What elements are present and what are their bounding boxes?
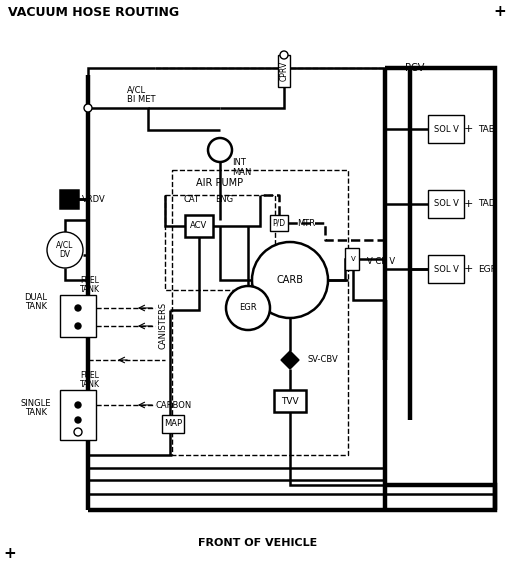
Bar	[165, 195, 275, 290]
Circle shape	[252, 242, 328, 318]
Text: PCV: PCV	[405, 63, 424, 73]
Text: DUAL
TANK: DUAL TANK	[25, 293, 47, 311]
Text: INT
MAN: INT MAN	[232, 158, 251, 177]
Circle shape	[75, 402, 81, 408]
Text: MTR: MTR	[297, 219, 315, 228]
Bar	[60, 390, 96, 440]
Text: V: V	[351, 256, 355, 262]
Bar	[270, 215, 288, 231]
Circle shape	[75, 305, 81, 311]
Bar	[428, 115, 464, 143]
Text: EGR: EGR	[239, 303, 257, 312]
Text: AIR PUMP: AIR PUMP	[196, 178, 243, 188]
Bar	[162, 415, 184, 433]
Text: SINGLE
TANK: SINGLE TANK	[21, 399, 52, 418]
Text: VRDV: VRDV	[82, 194, 106, 203]
Bar	[185, 215, 213, 237]
Circle shape	[84, 104, 92, 112]
Circle shape	[47, 232, 83, 268]
Polygon shape	[281, 351, 299, 369]
Text: FUEL
TANK: FUEL TANK	[80, 276, 100, 294]
Text: P/D: P/D	[272, 219, 285, 228]
Text: CPRV: CPRV	[280, 61, 288, 81]
Text: A/CL
BI MET: A/CL BI MET	[127, 86, 156, 105]
Text: FUEL
TANK: FUEL TANK	[80, 371, 100, 389]
Circle shape	[280, 51, 288, 59]
Text: CARB: CARB	[277, 275, 303, 285]
Bar	[60, 190, 78, 208]
Text: VACUUM HOSE ROUTING: VACUUM HOSE ROUTING	[8, 6, 179, 19]
Text: SOL V: SOL V	[434, 264, 458, 273]
Bar	[428, 190, 464, 218]
Bar	[428, 255, 464, 283]
Text: ACV: ACV	[191, 221, 208, 231]
Text: A/CL
DV: A/CL DV	[56, 241, 74, 259]
Text: +: +	[464, 264, 473, 274]
Circle shape	[75, 417, 81, 423]
Text: SOL V: SOL V	[434, 199, 458, 208]
Text: +: +	[4, 545, 16, 560]
Bar	[172, 170, 348, 455]
Bar	[278, 55, 290, 87]
Text: TVV: TVV	[281, 397, 299, 406]
Text: V CK V: V CK V	[367, 258, 395, 267]
Text: +: +	[464, 199, 473, 209]
Text: ENG: ENG	[215, 195, 233, 205]
Circle shape	[226, 286, 270, 330]
Circle shape	[74, 428, 82, 436]
Text: +: +	[493, 5, 506, 20]
Text: CARBON: CARBON	[155, 401, 191, 410]
Text: EGR: EGR	[478, 264, 497, 273]
Text: CAT: CAT	[184, 195, 200, 205]
Text: SV-CBV: SV-CBV	[308, 355, 339, 364]
Text: CANISTERS: CANISTERS	[159, 302, 167, 349]
Circle shape	[75, 323, 81, 329]
Text: TAB: TAB	[478, 124, 495, 133]
Bar	[274, 390, 306, 412]
Bar	[60, 295, 96, 337]
Text: TAD: TAD	[478, 199, 495, 208]
Bar	[345, 248, 359, 270]
Text: SOL V: SOL V	[434, 124, 458, 133]
Text: MAP: MAP	[164, 419, 182, 428]
Text: FRONT OF VEHICLE: FRONT OF VEHICLE	[198, 538, 318, 548]
Text: +: +	[464, 124, 473, 134]
Circle shape	[208, 138, 232, 162]
